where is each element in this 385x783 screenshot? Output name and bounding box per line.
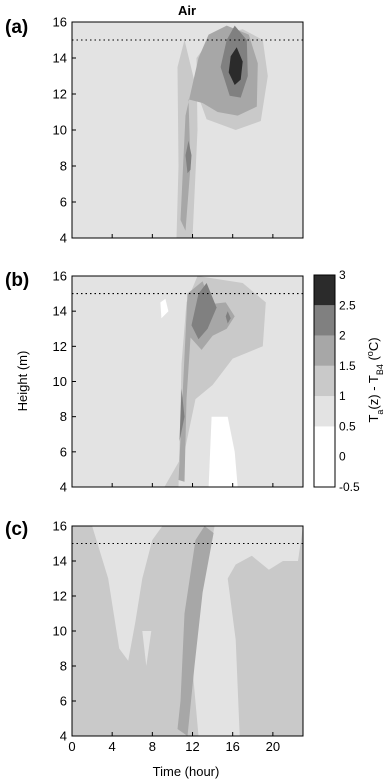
contour-region <box>87 22 179 238</box>
y-tick-label: 14 <box>53 554 67 569</box>
y-tick-label: 6 <box>60 694 67 709</box>
contour-region <box>177 526 214 736</box>
y-tick-label: 14 <box>53 51 67 66</box>
y-tick-label: 6 <box>60 195 67 210</box>
y-tick-label: 10 <box>53 624 67 639</box>
x-tick-label: 0 <box>68 739 75 754</box>
panel-c-contours <box>72 526 303 736</box>
x-tick-label: 4 <box>109 739 116 754</box>
y-tick-label: 8 <box>60 409 67 424</box>
contour-region <box>228 47 243 85</box>
panel-a: 4 6 8 10 12 14 16 (a) Air <box>5 3 304 246</box>
x-tick-label: 12 <box>185 739 199 754</box>
colorbar-ticks: -0.5 0 0.5 1 1.5 2 2.5 3 <box>339 268 360 494</box>
contour-region <box>178 281 235 482</box>
colorbar-tick-label: 2 <box>339 329 346 343</box>
y-tick-label: 4 <box>60 729 67 744</box>
y-tick-label: 10 <box>53 374 67 389</box>
colorbar-block <box>314 305 335 336</box>
panel-c-xlabel: Time (hour) <box>153 764 220 779</box>
panel-b-label: (b) <box>5 270 29 291</box>
colorbar-label: Ta(z) - TB4 (oC) <box>365 337 385 422</box>
colorbar-tick-label: 0.5 <box>339 419 356 433</box>
colorbar-block <box>314 275 335 306</box>
x-tick-label: 16 <box>225 739 239 754</box>
y-tick-label: 4 <box>60 231 67 246</box>
contour-region <box>185 140 192 174</box>
colorbar-tick-label: 1.5 <box>339 359 356 373</box>
panel-a-label: (a) <box>5 17 28 38</box>
y-tick-label: 12 <box>53 339 67 354</box>
contour-region <box>142 631 152 666</box>
colorbar-block <box>314 426 335 457</box>
colorbar-block <box>314 456 335 487</box>
y-tick-label: 16 <box>53 269 67 284</box>
contour-region <box>208 416 238 487</box>
panel-a-contours <box>72 22 303 238</box>
panel-b: 4 6 8 10 12 14 16 (b) Height (m) <box>5 269 304 495</box>
panel-b-ylabel: Height (m) <box>15 351 30 412</box>
contour-region <box>191 526 303 736</box>
y-tick-label: 16 <box>53 519 67 534</box>
y-tick-label: 12 <box>53 87 67 102</box>
y-tick-label: 12 <box>53 589 67 604</box>
contour-region <box>191 283 217 340</box>
contour-region <box>179 388 185 442</box>
colorbar-frame <box>313 274 336 488</box>
panel-b-ticks: 4 6 8 10 12 14 16 <box>53 269 274 495</box>
contour-region <box>92 526 163 661</box>
colorbar-blocks <box>314 275 335 487</box>
colorbar-tick-label: 1 <box>339 389 346 403</box>
y-tick-label: 10 <box>53 123 67 138</box>
colorbar-tick-label: 2.5 <box>339 298 356 312</box>
colorbar: -0.5 0 0.5 1 1.5 2 2.5 3 Ta(z) - TB4 (oC) <box>313 268 385 494</box>
colorbar-block <box>314 365 335 397</box>
y-tick-label: 8 <box>60 159 67 174</box>
y-tick-label: 8 <box>60 659 67 674</box>
y-tick-label: 4 <box>60 480 67 495</box>
panel-b-contours <box>72 276 303 487</box>
panel-a-title: Air <box>178 3 196 18</box>
colorbar-block <box>314 396 335 427</box>
panel-a-ticks: 4 6 8 10 12 14 16 <box>53 15 274 246</box>
colorbar-tick-label: 0 <box>339 450 346 464</box>
colorbar-tick-label: -0.5 <box>339 480 360 494</box>
x-tick-label: 20 <box>266 739 280 754</box>
colorbar-block <box>314 335 335 366</box>
y-tick-label: 16 <box>53 15 67 30</box>
x-tick-label: 8 <box>149 739 156 754</box>
contour-region <box>160 298 169 319</box>
colorbar-tick-label: 3 <box>339 268 346 282</box>
y-tick-label: 14 <box>53 304 67 319</box>
panel-c-label: (c) <box>5 519 28 540</box>
contour-region <box>225 311 231 324</box>
y-tick-label: 6 <box>60 444 67 459</box>
